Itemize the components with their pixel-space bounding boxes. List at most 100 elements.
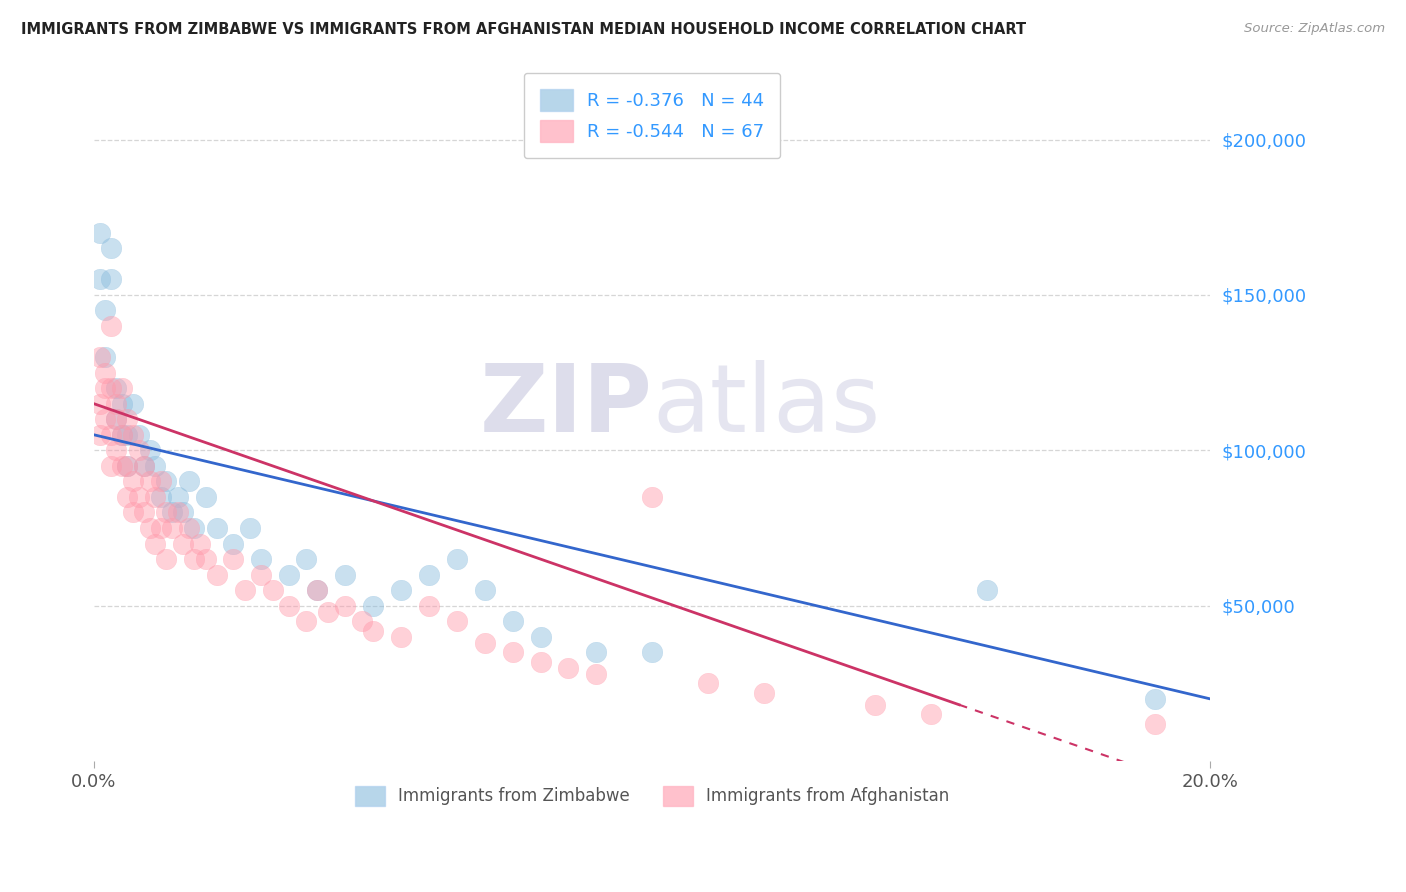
- Point: [474, 583, 496, 598]
- Point: [194, 552, 217, 566]
- Point: [149, 475, 172, 489]
- Point: [183, 552, 205, 566]
- Point: [557, 661, 579, 675]
- Point: [529, 630, 551, 644]
- Point: [446, 614, 468, 628]
- Point: [502, 614, 524, 628]
- Point: [295, 614, 318, 628]
- Point: [697, 676, 720, 690]
- Point: [117, 412, 139, 426]
- Point: [278, 599, 301, 613]
- Point: [128, 443, 150, 458]
- Point: [94, 350, 117, 364]
- Point: [307, 583, 329, 598]
- Point: [446, 552, 468, 566]
- Point: [194, 490, 217, 504]
- Point: [361, 599, 384, 613]
- Point: [166, 490, 188, 504]
- Point: [111, 427, 134, 442]
- Point: [139, 475, 162, 489]
- Point: [262, 583, 284, 598]
- Point: [295, 552, 318, 566]
- Point: [105, 412, 128, 426]
- Point: [94, 412, 117, 426]
- Point: [177, 475, 200, 489]
- Text: ZIP: ZIP: [479, 359, 652, 451]
- Point: [149, 490, 172, 504]
- Point: [111, 458, 134, 473]
- Point: [117, 427, 139, 442]
- Point: [389, 583, 412, 598]
- Point: [502, 645, 524, 659]
- Point: [172, 536, 194, 550]
- Point: [111, 427, 134, 442]
- Point: [250, 552, 273, 566]
- Point: [117, 490, 139, 504]
- Point: [278, 567, 301, 582]
- Point: [105, 397, 128, 411]
- Point: [122, 475, 145, 489]
- Point: [89, 427, 111, 442]
- Point: [105, 381, 128, 395]
- Point: [111, 381, 134, 395]
- Point: [585, 667, 607, 681]
- Point: [149, 521, 172, 535]
- Point: [752, 686, 775, 700]
- Point: [128, 490, 150, 504]
- Point: [105, 443, 128, 458]
- Point: [134, 458, 156, 473]
- Point: [1143, 716, 1166, 731]
- Point: [100, 241, 122, 255]
- Point: [172, 506, 194, 520]
- Point: [865, 698, 887, 713]
- Point: [155, 552, 177, 566]
- Point: [641, 490, 664, 504]
- Point: [122, 427, 145, 442]
- Point: [318, 605, 340, 619]
- Point: [143, 458, 166, 473]
- Point: [94, 381, 117, 395]
- Point: [139, 443, 162, 458]
- Point: [474, 636, 496, 650]
- Point: [134, 506, 156, 520]
- Point: [143, 536, 166, 550]
- Point: [117, 458, 139, 473]
- Point: [89, 350, 111, 364]
- Point: [143, 490, 166, 504]
- Point: [155, 506, 177, 520]
- Point: [100, 381, 122, 395]
- Point: [641, 645, 664, 659]
- Point: [128, 427, 150, 442]
- Point: [239, 521, 262, 535]
- Point: [94, 366, 117, 380]
- Point: [100, 319, 122, 334]
- Point: [117, 458, 139, 473]
- Text: Source: ZipAtlas.com: Source: ZipAtlas.com: [1244, 22, 1385, 36]
- Point: [89, 397, 111, 411]
- Point: [122, 506, 145, 520]
- Point: [333, 567, 356, 582]
- Point: [100, 458, 122, 473]
- Point: [100, 272, 122, 286]
- Point: [100, 427, 122, 442]
- Point: [122, 397, 145, 411]
- Point: [585, 645, 607, 659]
- Point: [160, 521, 183, 535]
- Point: [205, 521, 228, 535]
- Point: [529, 655, 551, 669]
- Point: [89, 226, 111, 240]
- Point: [94, 303, 117, 318]
- Point: [233, 583, 256, 598]
- Point: [134, 458, 156, 473]
- Point: [418, 567, 440, 582]
- Point: [250, 567, 273, 582]
- Point: [139, 521, 162, 535]
- Point: [183, 521, 205, 535]
- Point: [177, 521, 200, 535]
- Point: [389, 630, 412, 644]
- Legend: Immigrants from Zimbabwe, Immigrants from Afghanistan: Immigrants from Zimbabwe, Immigrants fro…: [346, 777, 957, 814]
- Point: [350, 614, 373, 628]
- Point: [188, 536, 211, 550]
- Point: [205, 567, 228, 582]
- Point: [222, 552, 245, 566]
